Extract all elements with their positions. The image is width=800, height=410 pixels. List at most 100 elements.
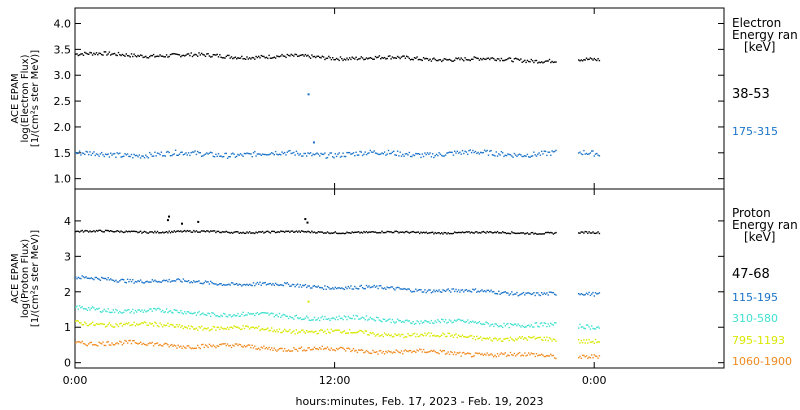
data-point	[274, 150, 277, 153]
data-point	[286, 315, 288, 318]
data-point	[247, 152, 249, 155]
data-point	[220, 231, 222, 234]
data-point	[315, 319, 317, 321]
data-point	[213, 313, 216, 316]
data-point	[457, 57, 460, 59]
data-point	[129, 231, 131, 233]
data-point	[330, 232, 333, 234]
data-point	[248, 344, 251, 346]
data-point	[136, 323, 138, 325]
data-point	[504, 59, 506, 61]
data-point	[332, 287, 334, 289]
data-point	[439, 153, 442, 155]
data-point	[490, 339, 492, 341]
data-point	[534, 232, 536, 234]
data-point	[198, 310, 200, 313]
data-point	[259, 281, 261, 283]
data-point	[415, 351, 417, 353]
data-point	[334, 349, 336, 352]
data-point	[402, 288, 404, 290]
data-point	[435, 153, 438, 156]
data-point	[551, 291, 553, 294]
data-point	[555, 61, 557, 63]
data-point	[387, 230, 390, 233]
data-point	[597, 58, 599, 60]
data-point	[535, 353, 538, 355]
data-point	[328, 317, 330, 320]
data-point	[513, 352, 516, 355]
data-point	[339, 346, 342, 349]
data-point	[319, 286, 321, 289]
data-point	[591, 232, 593, 234]
series-38-53	[75, 51, 601, 64]
data-point	[326, 57, 329, 59]
data-point	[596, 59, 598, 62]
data-point	[264, 281, 266, 284]
data-point	[290, 53, 292, 56]
data-point	[373, 284, 375, 287]
data-point	[239, 344, 242, 346]
data-point	[383, 318, 386, 321]
data-point	[513, 340, 516, 342]
data-point	[232, 57, 234, 60]
data-point	[212, 282, 214, 285]
data-point	[354, 332, 356, 334]
data-point	[208, 343, 211, 345]
data-point	[454, 59, 456, 61]
data-point	[141, 309, 143, 311]
data-point	[230, 231, 233, 234]
data-point	[322, 232, 325, 234]
data-point	[373, 58, 375, 60]
data-point	[278, 284, 281, 286]
series-175-315	[75, 93, 601, 159]
data-point	[93, 52, 95, 55]
data-point	[99, 311, 102, 313]
data-point	[117, 281, 120, 283]
data-point	[421, 59, 423, 62]
data-point	[128, 322, 130, 324]
data-point	[174, 53, 177, 55]
data-point	[165, 308, 168, 310]
data-point	[120, 278, 122, 281]
data-point	[447, 351, 449, 353]
data-point	[322, 348, 325, 350]
data-point	[591, 325, 593, 327]
data-point	[320, 152, 322, 155]
data-point	[299, 284, 301, 286]
data-point	[193, 280, 195, 282]
data-point	[173, 280, 175, 282]
data-point	[245, 58, 247, 60]
data-point	[307, 347, 309, 349]
data-point	[99, 342, 102, 344]
data-point	[359, 318, 361, 320]
data-point	[398, 232, 400, 234]
data-point	[451, 151, 453, 154]
data-point	[128, 230, 130, 232]
data-point	[228, 231, 230, 234]
data-point	[168, 325, 170, 327]
data-point	[491, 354, 494, 356]
data-point	[507, 153, 509, 155]
data-point	[339, 331, 342, 333]
data-point	[168, 230, 170, 232]
data-point	[254, 150, 256, 153]
data-point	[398, 333, 400, 335]
data-point	[224, 313, 226, 315]
data-point	[293, 330, 295, 332]
data-point	[346, 287, 348, 290]
data-point	[376, 285, 378, 287]
data-point	[189, 54, 191, 57]
data-point	[496, 353, 499, 355]
data-point	[193, 347, 195, 350]
data-point	[302, 284, 304, 287]
data-point	[417, 58, 420, 61]
data-point	[531, 353, 534, 355]
data-point	[81, 229, 83, 232]
data-point	[455, 353, 457, 356]
data-point	[385, 154, 387, 156]
data-point	[355, 287, 357, 289]
data-point	[90, 231, 92, 233]
data-point	[522, 291, 525, 294]
data-point	[485, 321, 487, 323]
data-point	[162, 155, 164, 157]
